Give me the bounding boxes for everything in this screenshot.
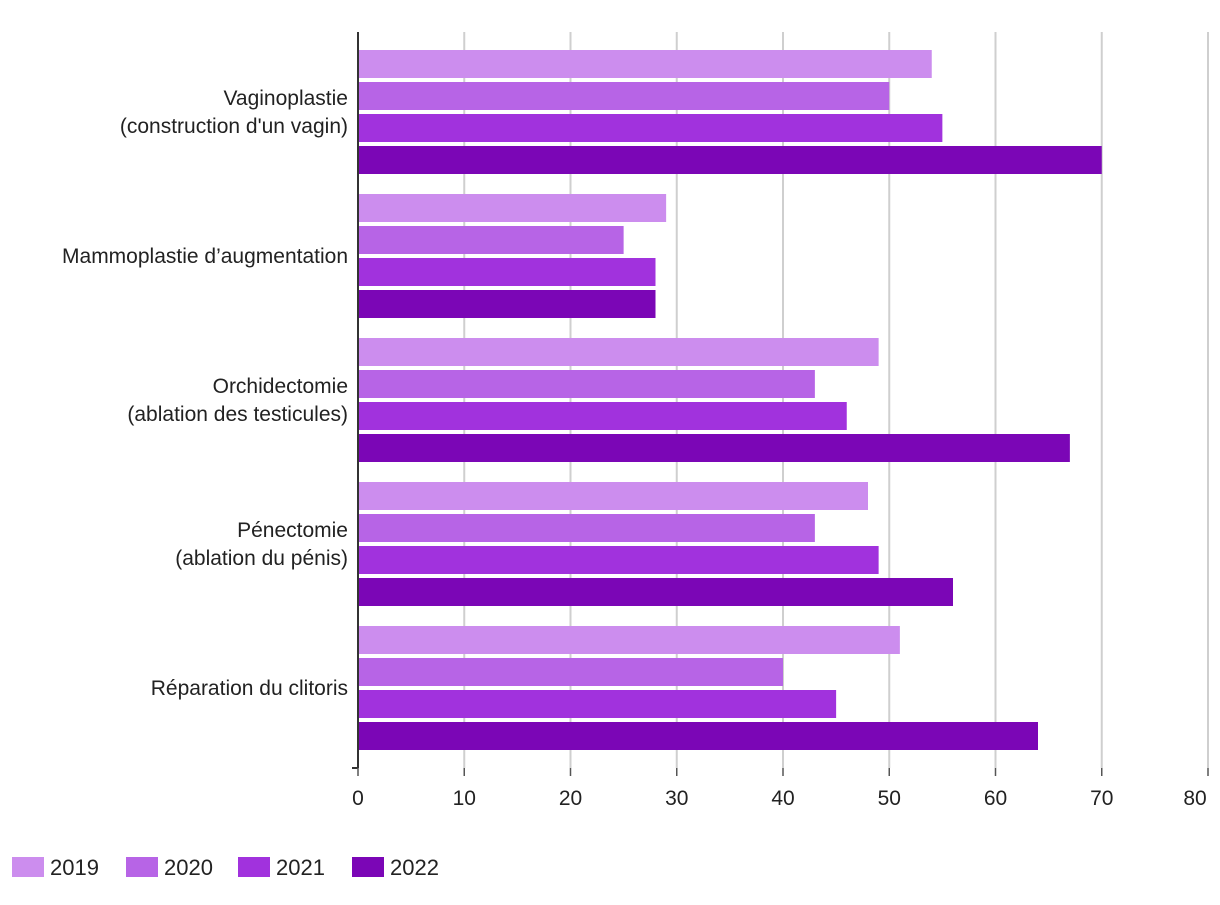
category-label: Mammoplastie d’augmentation — [62, 245, 348, 268]
x-tick-label: 10 — [453, 787, 476, 810]
bar — [358, 258, 656, 286]
x-tick-label: 70 — [1090, 787, 1113, 810]
x-tick-label: 40 — [771, 787, 794, 810]
bar — [358, 690, 837, 718]
bar — [358, 82, 890, 110]
legend-label: 2019 — [50, 855, 99, 880]
category-label: (ablation des testicules) — [127, 403, 348, 426]
x-tick-label: 30 — [665, 787, 688, 810]
legend-label: 2021 — [276, 855, 325, 880]
bar — [358, 626, 900, 654]
category-label: (construction d'un vagin) — [120, 115, 348, 138]
legend-label: 2020 — [164, 855, 213, 880]
bar — [358, 114, 943, 142]
bar — [358, 146, 1102, 174]
legend-label: 2022 — [390, 855, 439, 880]
bar — [358, 50, 932, 78]
category-label: Pénectomie — [237, 519, 348, 542]
x-tick-label: 20 — [559, 787, 582, 810]
bar — [358, 194, 667, 222]
bar — [358, 546, 879, 574]
category-label: Réparation du clitoris — [151, 677, 348, 700]
x-tick-label: 0 — [352, 787, 364, 810]
bar — [358, 370, 815, 398]
x-tick-label: 50 — [878, 787, 901, 810]
x-tick-label: 60 — [984, 787, 1007, 810]
bar — [358, 722, 1038, 750]
legend-swatch — [352, 857, 384, 877]
legend-swatch — [126, 857, 158, 877]
bar — [358, 402, 847, 430]
bar — [358, 578, 953, 606]
legend-swatch — [12, 857, 44, 877]
category-label: Vaginoplastie — [223, 87, 348, 110]
bar — [358, 514, 815, 542]
bar — [358, 434, 1070, 462]
x-tick-label: 80 — [1183, 787, 1206, 810]
bar — [358, 338, 879, 366]
bar — [358, 658, 783, 686]
category-label: (ablation du pénis) — [175, 547, 348, 570]
category-label: Orchidectomie — [213, 375, 348, 398]
bar — [358, 226, 624, 254]
bar — [358, 482, 868, 510]
legend-swatch — [238, 857, 270, 877]
bar — [358, 290, 656, 318]
